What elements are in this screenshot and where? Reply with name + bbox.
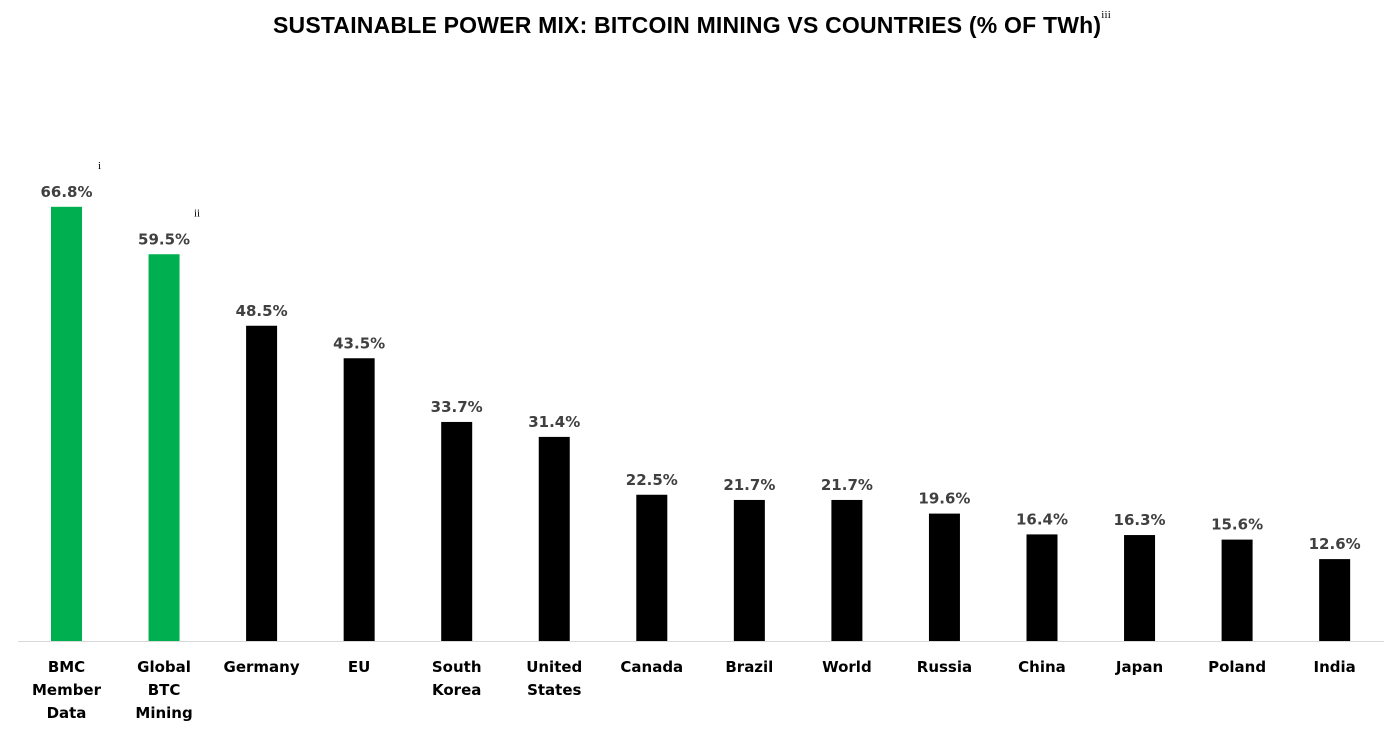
category-label: Data [47,704,87,722]
category-label: Russia [917,658,972,676]
data-label: 59.5% [138,230,190,248]
data-label: 16.4% [1016,510,1068,528]
data-label: 48.5% [236,302,288,320]
bar [733,499,765,641]
data-label: 22.5% [626,471,678,489]
chart-title-text: SUSTAINABLE POWER MIX: BITCOIN MINING VS… [272,12,1102,38]
category-label: India [1314,658,1356,676]
bar [246,325,278,641]
data-label: 15.6% [1211,516,1263,534]
category-label: Global [137,658,191,676]
category-label: EU [348,658,370,676]
data-label: 16.3% [1114,511,1166,529]
bar [1319,559,1351,641]
data-label: 21.7% [821,476,873,494]
bar [831,499,863,641]
category-label: South [432,658,482,676]
bar [343,358,375,641]
bar [1221,539,1253,641]
category-label: Japan [1115,658,1163,676]
category-label: Germany [224,658,300,676]
bar [51,206,82,642]
category-label: BTC [148,681,181,699]
category-label: Mining [135,704,192,722]
bar [148,254,180,641]
bar [1026,534,1058,641]
bar [441,421,473,641]
category-label: Poland [1208,658,1266,676]
data-label: 31.4% [528,413,580,431]
data-label: 66.8% [40,183,92,201]
chart-title: SUSTAINABLE POWER MIX: BITCOIN MINING VS… [0,9,1384,39]
footnote-marker: i [98,160,101,172]
data-label: 19.6% [918,490,970,508]
bar [636,494,668,641]
category-label: BMC [48,658,85,676]
category-label: States [527,681,581,699]
category-label: Member [32,681,102,699]
data-label: 43.5% [333,334,385,352]
data-label: 21.7% [723,476,775,494]
category-label: Canada [620,658,683,676]
data-label: 12.6% [1309,535,1361,553]
category-label: China [1018,658,1066,676]
bar [1124,535,1156,641]
data-label: 33.7% [431,398,483,416]
title-footnote: iii [1101,9,1112,22]
category-label: Brazil [725,658,773,676]
category-label: World [822,658,872,676]
bar [538,436,570,641]
footnote-marker: ii [194,207,200,219]
category-label: Korea [432,681,481,699]
category-label: United [526,658,582,676]
bar [928,513,960,641]
